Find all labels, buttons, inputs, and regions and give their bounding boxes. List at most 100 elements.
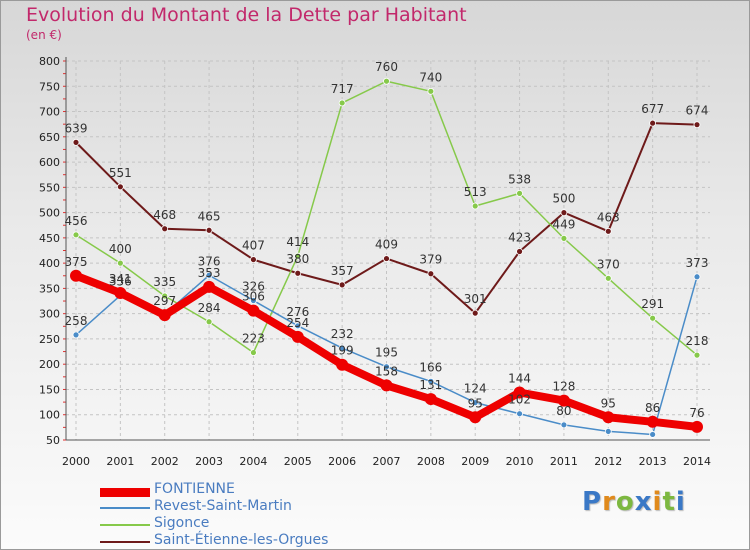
y-tick-label: 400 (39, 257, 60, 270)
sigonce-line (252, 255, 299, 353)
x-tick-label: 2001 (106, 455, 134, 468)
saint-etienne-point (338, 281, 346, 289)
x-tick-label: 2007 (373, 455, 401, 468)
sigonce-line (297, 80, 698, 356)
fontienne-point (469, 411, 482, 424)
fontienne-data-label: 297 (153, 294, 176, 308)
fontienne-data-label: 341 (109, 272, 132, 286)
sigonce-data-label: 291 (641, 297, 664, 311)
x-tick-label: 2012 (594, 455, 622, 468)
sigonce-data-label: 740 (419, 70, 442, 84)
x-tick-label: 2009 (461, 455, 489, 468)
x-tick-label: 2004 (239, 455, 267, 468)
legend-label: Sigonce (154, 515, 210, 531)
sigonce-point (72, 231, 80, 239)
legend-label: Revest-Saint-Martin (154, 498, 292, 514)
logo-letter: i (652, 487, 663, 517)
revest-point (516, 410, 523, 418)
logo-letter: i (675, 487, 686, 517)
saint-etienne-point (560, 209, 568, 217)
sigonce-data-label: 449 (552, 217, 575, 231)
sigonce-point (383, 77, 390, 85)
revest-data-label: 80 (556, 404, 571, 418)
x-tick-label: 2002 (151, 455, 179, 468)
fontienne-data-label: 306 (242, 290, 265, 304)
saint-etienne-point (383, 255, 390, 262)
legend-swatch (100, 507, 150, 509)
saint-etienne-data-label: 407 (242, 239, 265, 253)
saint-etienne-point (471, 309, 479, 317)
revest-point (72, 331, 80, 339)
revest-point (604, 428, 612, 435)
sigonce-data-label: 513 (464, 185, 487, 199)
saint-etienne-point (250, 256, 257, 263)
x-tick-label: 2008 (417, 455, 445, 468)
revest-point (338, 344, 346, 352)
saint-etienne-data-label: 301 (464, 292, 487, 306)
fontienne-data-label: 199 (331, 344, 354, 358)
fontienne-point (691, 420, 703, 433)
logo-letter: t (662, 487, 676, 517)
saint-etienne-data-label: 500 (552, 192, 575, 206)
saint-etienne-point (161, 225, 169, 233)
fontienne-data-label: 95 (468, 396, 483, 410)
y-tick-label: 750 (39, 80, 60, 93)
saint-etienne-point (72, 138, 80, 146)
revest-data-label: 373 (686, 256, 709, 270)
revest-data-label: 166 (419, 360, 442, 374)
x-tick-label: 2010 (506, 455, 534, 468)
fontienne-point (114, 286, 127, 299)
sigonce-point (161, 292, 169, 300)
revest-data-label: 326 (242, 280, 265, 294)
fontienne-data-label: 254 (286, 316, 309, 330)
y-tick-label: 100 (39, 409, 60, 422)
y-tick-label: 250 (39, 333, 60, 346)
fontienne-point (424, 393, 437, 406)
sigonce-data-label: 538 (508, 172, 531, 186)
chart-subtitle: (en €) (26, 28, 62, 42)
y-tick-label: 50 (46, 434, 60, 447)
sigonce-data-label: 456 (65, 214, 88, 228)
saint-etienne-data-label: 674 (686, 104, 709, 118)
saint-etienne-data-label: 465 (198, 209, 221, 223)
logo-letter: r (602, 487, 616, 517)
revest-point (383, 363, 390, 371)
legend-swatch (100, 524, 150, 526)
saint-etienne-data-label: 468 (153, 208, 176, 222)
revest-data-label: 276 (286, 305, 309, 319)
sigonce-data-label: 335 (153, 275, 176, 289)
fontienne-data-label: 144 (508, 371, 531, 385)
saint-etienne-data-label: 409 (375, 238, 398, 252)
y-tick-label: 650 (39, 131, 60, 144)
x-tick-label: 2011 (550, 455, 578, 468)
saint-etienne-point (604, 227, 612, 235)
sigonce-data-label: 414 (286, 235, 309, 249)
sigonce-data-label: 218 (686, 334, 709, 348)
sigonce-point (427, 87, 435, 95)
x-tick-label: 2013 (639, 455, 667, 468)
x-tick-label: 2014 (683, 455, 711, 468)
sigonce-point (604, 274, 612, 282)
saint-etienne-data-label: 677 (641, 102, 664, 116)
saint-etienne-point (294, 269, 302, 277)
sigonce-point (560, 234, 568, 242)
revest-data-label: 102 (508, 393, 531, 407)
legend-label: Saint-Étienne-les-Orgues (154, 532, 329, 548)
y-tick-label: 550 (39, 181, 60, 194)
y-tick-label: 150 (39, 383, 60, 396)
revest-data-label: 376 (198, 254, 221, 268)
fontienne-data-label: 95 (601, 396, 616, 410)
fontienne-data-label: 131 (419, 378, 442, 392)
fontienne-data-label: 128 (552, 380, 575, 394)
saint-etienne-point (693, 121, 701, 129)
sigonce-data-label: 370 (597, 257, 620, 271)
sigonce-point (693, 351, 701, 359)
fontienne-point (513, 386, 526, 399)
logo-letter: x (634, 487, 653, 517)
revest-data-label: 336 (109, 274, 132, 288)
fontienne-point (70, 269, 82, 282)
fontienne-point (336, 358, 349, 371)
x-tick-label: 2005 (284, 455, 312, 468)
